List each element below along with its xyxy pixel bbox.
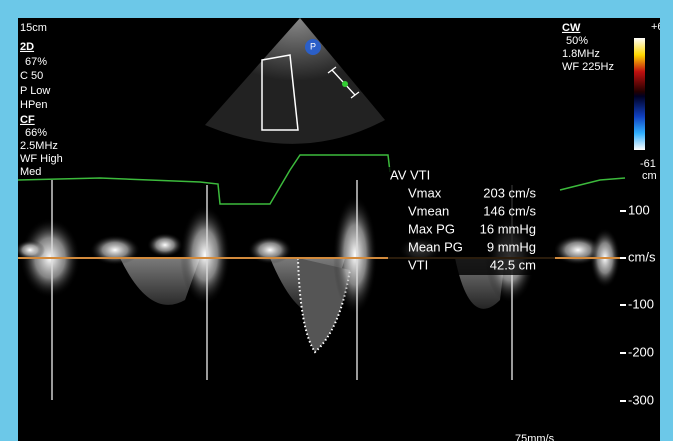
setting: 66% — [25, 127, 47, 139]
measurement-label: Vmax — [408, 185, 442, 200]
measurement-value: 9 mmHg — [487, 239, 536, 254]
setting: 1.8MHz — [562, 48, 600, 60]
setting: 67% — [25, 56, 47, 68]
setting: WF High — [20, 153, 63, 165]
color-bar — [634, 38, 645, 150]
mode-label: 2D — [20, 41, 34, 53]
setting: HPen — [20, 99, 48, 111]
setting: 50% — [566, 35, 588, 47]
measurement-value: 42.5 cm — [490, 257, 536, 272]
mode-label: CF — [20, 114, 35, 126]
measurement-label: Vmean — [408, 203, 449, 218]
setting: P Low — [20, 85, 50, 97]
scale-label: -200 — [628, 344, 654, 359]
measurement-label: Max PG — [408, 221, 455, 236]
setting: C 50 — [20, 70, 43, 82]
sample-gate — [342, 81, 348, 87]
measurement-label: VTI — [408, 257, 428, 272]
probe-marker: P — [310, 41, 316, 51]
setting: Med — [20, 166, 41, 178]
scale-label: 100 — [628, 202, 650, 217]
measurement-title: AV VTI — [390, 167, 430, 182]
setting: 2.5MHz — [20, 140, 58, 152]
page: {"depth": "15cm", "left_panel": {"mode_2… — [0, 0, 673, 441]
measurement-value: 146 cm/s — [483, 203, 536, 218]
measurement-label: Mean PG — [408, 239, 463, 254]
measurement-value: 203 cm/s — [483, 185, 536, 200]
scale-label: -100 — [628, 296, 654, 311]
sweep-speed: 75mm/s — [515, 433, 555, 441]
depth: 15cm — [20, 22, 47, 34]
ultrasound-screen: P AV VTI Vmax 203 cm/s Vmean 146 cm/s Max PG… — [0, 0, 673, 441]
color-bar-top: +61 — [651, 21, 670, 33]
color-bar-bottom: -61 — [640, 158, 656, 170]
scale-label: cm/s — [628, 249, 656, 264]
color-bar-unit: cm — [642, 170, 657, 182]
scale-label: -300 — [628, 392, 654, 407]
setting: WF 225Hz — [562, 61, 614, 73]
measurement-value: 16 mmHg — [480, 221, 536, 236]
mode-label: CW — [562, 22, 581, 34]
